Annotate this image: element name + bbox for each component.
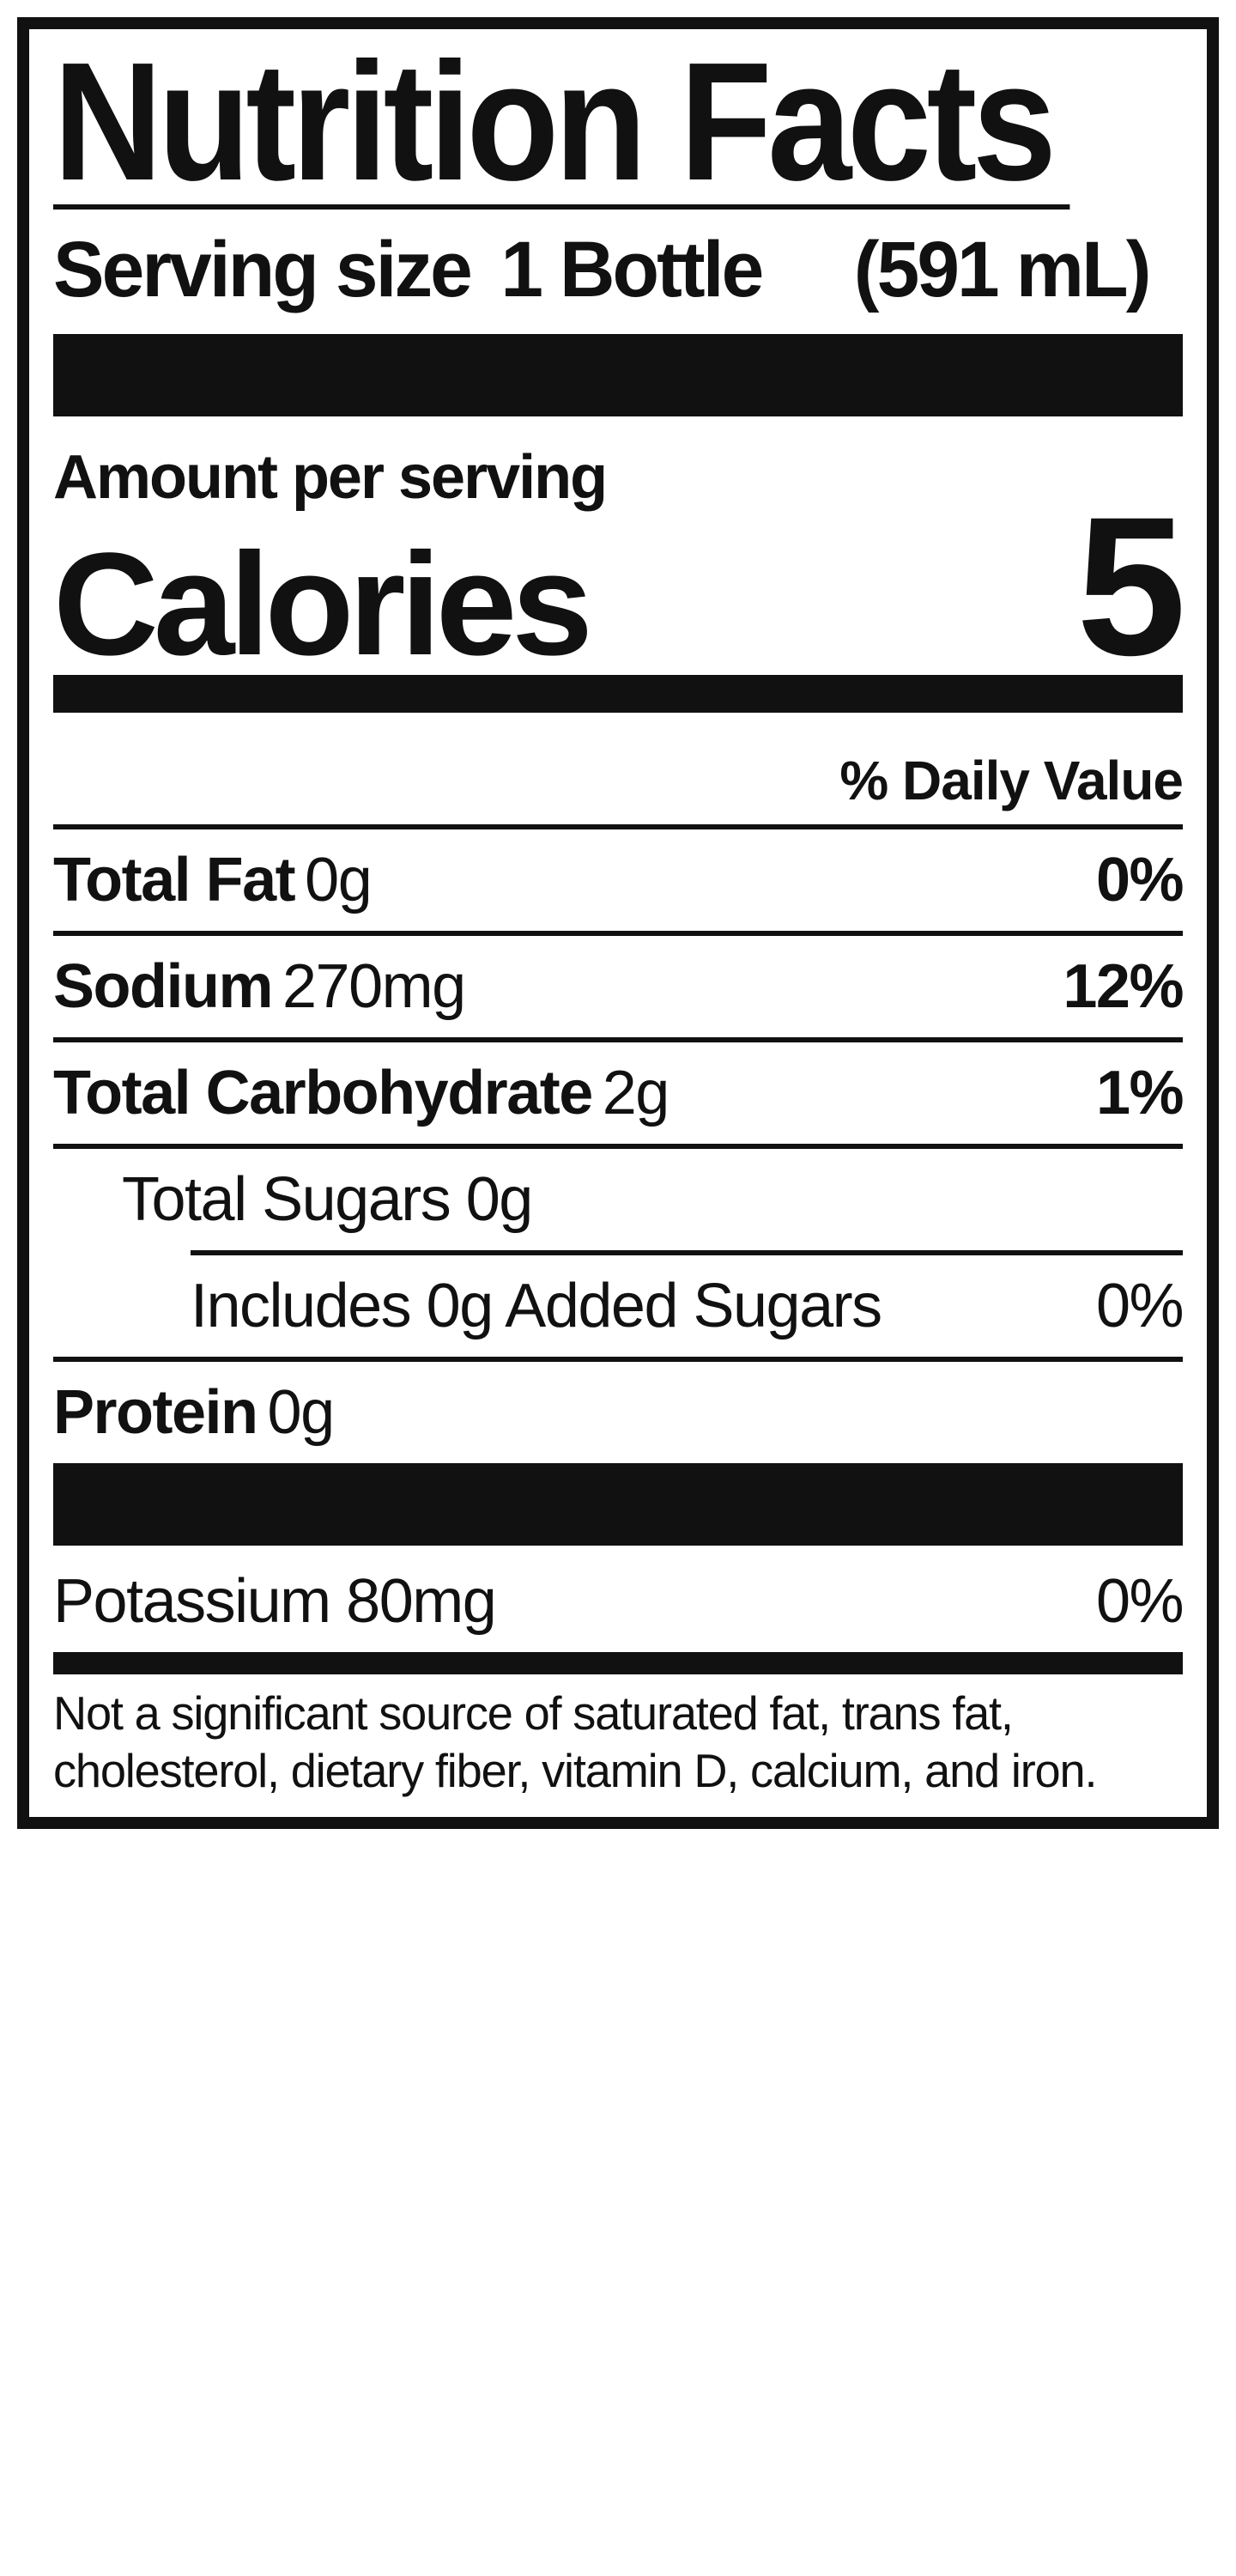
total-carb-amount: 2g: [603, 1059, 669, 1127]
potassium-amount: 80mg: [346, 1567, 495, 1636]
serving-size-row: Serving size 1 Bottle (591 mL): [53, 210, 1149, 334]
calories-row: Calories 5: [53, 513, 1183, 675]
calories-value: 5: [1076, 513, 1183, 661]
sodium-dv: 12%: [1063, 951, 1183, 1022]
sodium-amount: 270mg: [282, 952, 465, 1021]
protein-name: Protein: [53, 1378, 258, 1447]
added-sugars-text: Includes 0g Added Sugars: [191, 1271, 882, 1341]
total-fat-amount: 0g: [305, 846, 371, 914]
potassium-name: Potassium: [53, 1567, 330, 1636]
calories-label: Calories: [53, 536, 588, 675]
row-sodium: Sodium270mg 12%: [53, 936, 1183, 1042]
total-sugars-amount: 0g: [466, 1165, 532, 1234]
daily-value-header: % Daily Value: [53, 713, 1183, 829]
total-carb-name: Total Carbohydrate: [53, 1059, 592, 1127]
divider-thick-1: [53, 334, 1183, 416]
sodium-name: Sodium: [53, 952, 272, 1021]
protein-amount: 0g: [268, 1378, 334, 1447]
title: Nutrition Facts: [53, 46, 1069, 210]
total-carb-dv: 1%: [1096, 1058, 1183, 1128]
row-total-fat: Total Fat0g 0%: [53, 829, 1183, 936]
row-added-sugars: Includes 0g Added Sugars 0%: [53, 1255, 1183, 1362]
row-total-sugars: Total Sugars 0g: [53, 1149, 1183, 1250]
row-total-carbohydrate: Total Carbohydrate2g 1%: [53, 1042, 1183, 1149]
serving-size-label: Serving size: [53, 226, 470, 313]
total-sugars-name: Total Sugars: [122, 1165, 450, 1234]
serving-size-unit: 1 Bottle: [500, 226, 761, 313]
row-potassium: Potassium 80mg 0%: [53, 1546, 1183, 1652]
total-fat-name: Total Fat: [53, 846, 294, 914]
total-fat-dv: 0%: [1096, 845, 1183, 915]
row-protein: Protein0g: [53, 1362, 1183, 1463]
divider-small-1: [53, 1652, 1183, 1674]
added-sugars-dv: 0%: [1096, 1271, 1183, 1341]
amount-per-serving-label: Amount per serving: [53, 442, 1183, 513]
serving-size-volume: (591 mL): [854, 225, 1149, 315]
nutrition-facts-label: Nutrition Facts Serving size 1 Bottle (5…: [17, 17, 1219, 1829]
footnote: Not a significant source of saturated fa…: [53, 1685, 1166, 1800]
potassium-dv: 0%: [1096, 1566, 1183, 1637]
divider-thick-2: [53, 1463, 1183, 1546]
